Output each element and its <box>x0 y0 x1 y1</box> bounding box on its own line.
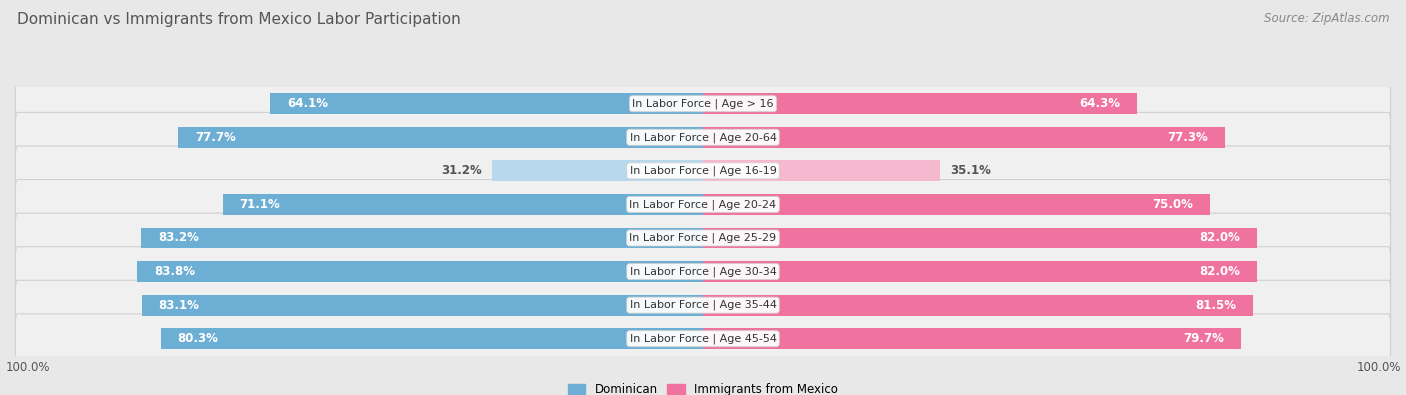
Bar <box>222 194 703 215</box>
Text: In Labor Force | Age 25-29: In Labor Force | Age 25-29 <box>630 233 776 243</box>
Bar <box>703 328 1241 349</box>
Text: 82.0%: 82.0% <box>1199 231 1240 245</box>
Text: 83.8%: 83.8% <box>153 265 195 278</box>
Text: 71.1%: 71.1% <box>239 198 280 211</box>
Text: 77.7%: 77.7% <box>195 131 236 144</box>
Text: 75.0%: 75.0% <box>1152 198 1192 211</box>
FancyBboxPatch shape <box>15 247 1391 296</box>
Text: In Labor Force | Age 35-44: In Labor Force | Age 35-44 <box>630 300 776 310</box>
Text: 83.1%: 83.1% <box>159 299 200 312</box>
Text: 64.1%: 64.1% <box>287 97 328 110</box>
Bar <box>703 127 1225 148</box>
Bar <box>492 160 703 181</box>
FancyBboxPatch shape <box>15 314 1391 363</box>
Bar <box>703 160 941 181</box>
Bar <box>703 93 1137 114</box>
Text: 82.0%: 82.0% <box>1199 265 1240 278</box>
FancyBboxPatch shape <box>15 79 1391 128</box>
Bar <box>179 127 703 148</box>
Text: Source: ZipAtlas.com: Source: ZipAtlas.com <box>1264 12 1389 25</box>
Bar <box>703 194 1209 215</box>
Text: 80.3%: 80.3% <box>177 332 218 345</box>
Bar <box>160 328 703 349</box>
Text: 77.3%: 77.3% <box>1167 131 1208 144</box>
Text: 83.2%: 83.2% <box>157 231 198 245</box>
FancyBboxPatch shape <box>15 113 1391 162</box>
Text: In Labor Force | Age 16-19: In Labor Force | Age 16-19 <box>630 166 776 176</box>
Bar <box>703 295 1254 316</box>
Bar <box>270 93 703 114</box>
FancyBboxPatch shape <box>15 146 1391 196</box>
Text: Dominican vs Immigrants from Mexico Labor Participation: Dominican vs Immigrants from Mexico Labo… <box>17 12 461 27</box>
Text: 31.2%: 31.2% <box>441 164 482 177</box>
Bar <box>142 295 703 316</box>
FancyBboxPatch shape <box>15 180 1391 229</box>
FancyBboxPatch shape <box>15 213 1391 263</box>
Text: In Labor Force | Age > 16: In Labor Force | Age > 16 <box>633 98 773 109</box>
Bar <box>141 228 703 248</box>
Text: 35.1%: 35.1% <box>950 164 991 177</box>
Text: 81.5%: 81.5% <box>1195 299 1237 312</box>
Bar <box>703 228 1257 248</box>
Bar <box>136 261 703 282</box>
Text: 64.3%: 64.3% <box>1080 97 1121 110</box>
Text: In Labor Force | Age 20-64: In Labor Force | Age 20-64 <box>630 132 776 143</box>
Text: In Labor Force | Age 45-54: In Labor Force | Age 45-54 <box>630 333 776 344</box>
Text: In Labor Force | Age 20-24: In Labor Force | Age 20-24 <box>630 199 776 210</box>
FancyBboxPatch shape <box>15 280 1391 330</box>
Bar <box>703 261 1257 282</box>
Legend: Dominican, Immigrants from Mexico: Dominican, Immigrants from Mexico <box>568 383 838 395</box>
Text: 79.7%: 79.7% <box>1184 332 1225 345</box>
Text: In Labor Force | Age 30-34: In Labor Force | Age 30-34 <box>630 266 776 277</box>
